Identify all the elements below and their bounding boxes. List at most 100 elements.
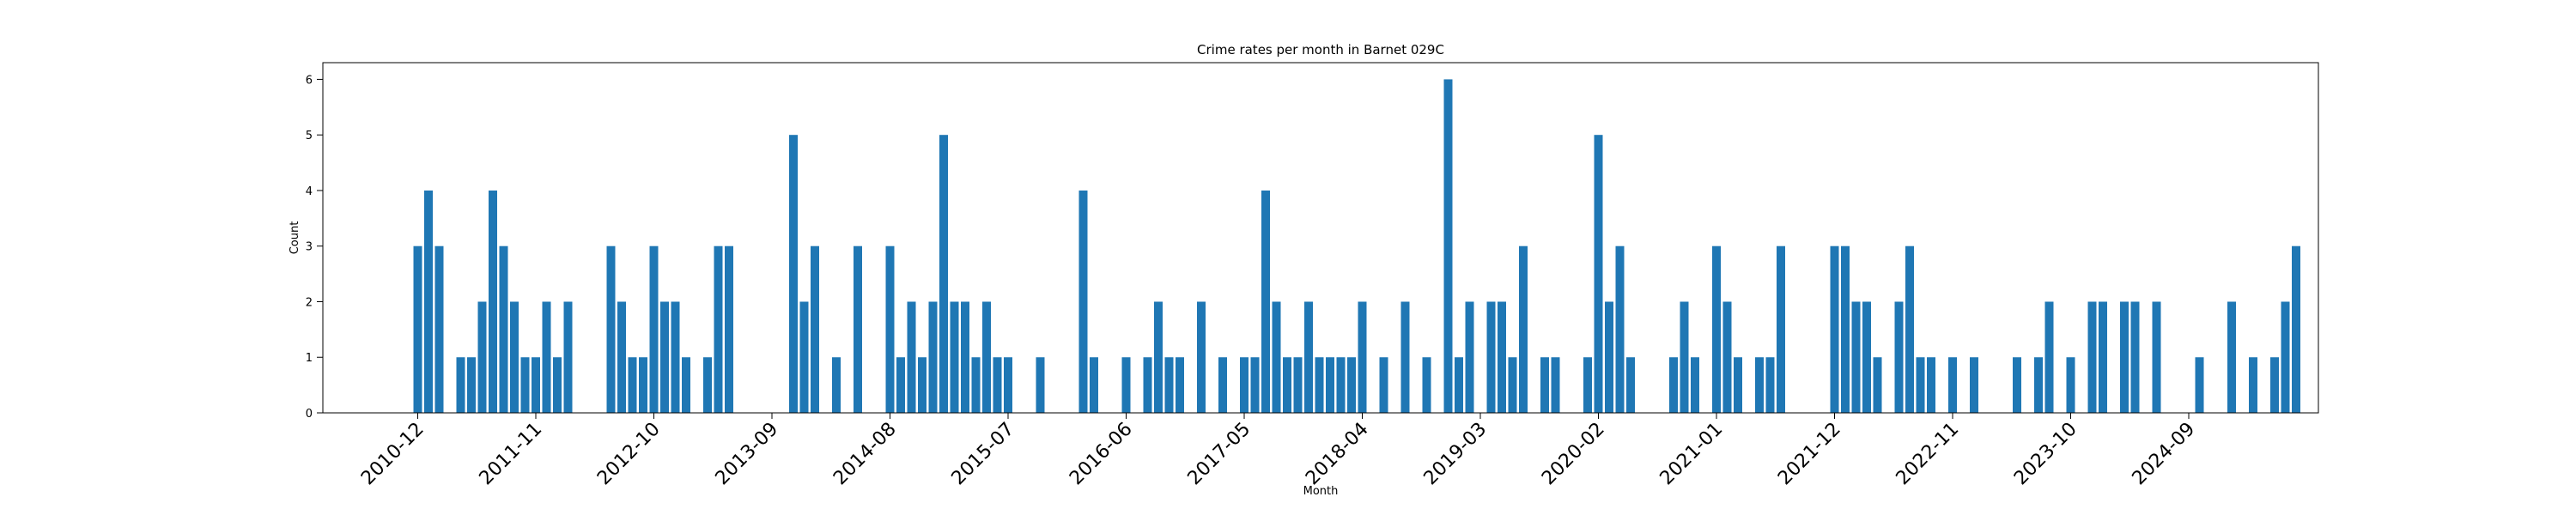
bar <box>811 245 819 413</box>
y-axis: 0 1 2 3 4 5 6 <box>306 74 323 421</box>
bar <box>1830 245 1839 413</box>
bar <box>982 301 991 413</box>
bar <box>1358 301 1367 413</box>
bar <box>1455 357 1463 413</box>
bar <box>1304 301 1313 413</box>
x-tick-label: 2011-11 <box>476 419 547 490</box>
bar <box>456 357 465 413</box>
y-tick-label: 1 <box>306 352 313 365</box>
bar <box>2227 301 2236 413</box>
bar <box>1400 301 1410 413</box>
bar <box>714 245 723 413</box>
bar <box>1894 301 1904 413</box>
bar <box>1927 357 1935 413</box>
bar <box>1486 301 1496 413</box>
bar <box>2195 357 2204 413</box>
x-tick-label: 2021-01 <box>1656 419 1728 490</box>
x-tick-label: 2017-05 <box>1184 419 1255 490</box>
bar <box>1615 245 1625 413</box>
bar <box>2087 301 2097 413</box>
y-tick-label: 6 <box>306 74 313 87</box>
bar <box>553 357 562 413</box>
bars-group <box>413 79 2300 413</box>
bar <box>1540 357 1549 413</box>
bar <box>2013 357 2021 413</box>
bar <box>1777 245 1785 413</box>
x-tick-label: 2013-09 <box>712 419 783 490</box>
bar <box>1347 357 1356 413</box>
bar <box>1443 79 1453 413</box>
bar <box>703 357 712 413</box>
y-tick-label: 5 <box>306 130 313 142</box>
bar <box>1722 301 1732 413</box>
bar <box>413 245 422 413</box>
bar <box>1121 357 1131 413</box>
x-tick-label: 2021-12 <box>1774 419 1845 490</box>
x-tick-label: 2024-09 <box>2129 419 2200 490</box>
bar <box>961 301 969 413</box>
bar <box>1336 357 1346 413</box>
bar <box>993 357 1002 413</box>
bar <box>1272 301 1281 413</box>
bar <box>682 357 690 413</box>
bar <box>1154 301 1163 413</box>
bar <box>950 301 959 413</box>
bar <box>2249 357 2257 413</box>
bar <box>1250 357 1260 413</box>
bar <box>489 190 497 413</box>
bar <box>1551 357 1560 413</box>
bar <box>1004 357 1012 413</box>
bar <box>671 301 680 413</box>
bar <box>1841 245 1850 413</box>
y-axis-label: Count <box>289 221 301 255</box>
bar <box>799 301 809 413</box>
bar <box>1916 357 1925 413</box>
bar <box>918 357 927 413</box>
bar <box>477 301 487 413</box>
bar <box>542 301 551 413</box>
bar <box>2034 357 2043 413</box>
bar <box>563 301 573 413</box>
bar <box>1712 245 1721 413</box>
bar <box>510 301 519 413</box>
x-tick-label: 2019-03 <box>1420 419 1492 490</box>
bar <box>725 245 733 413</box>
bar <box>1465 301 1474 413</box>
bar <box>1176 357 1184 413</box>
bar <box>1734 357 1742 413</box>
bar <box>2066 357 2075 413</box>
bar <box>1862 301 1871 413</box>
bar <box>789 135 798 413</box>
x-tick-label: 2015-07 <box>948 419 1019 490</box>
bar <box>639 357 647 413</box>
x-axis: 2010-12 2011-11 2012-10 2013-09 2014-08 2015-… <box>357 413 2199 489</box>
bar <box>1164 357 1174 413</box>
bar <box>1422 357 1431 413</box>
bar <box>1905 245 1914 413</box>
y-tick-label: 0 <box>306 408 313 421</box>
x-tick-label: 2023-10 <box>2010 419 2081 490</box>
bar <box>1143 357 1152 413</box>
bar <box>1691 357 1699 413</box>
bar <box>1036 357 1045 413</box>
bar <box>1326 357 1334 413</box>
bar <box>606 245 616 413</box>
x-tick-label: 2016-06 <box>1066 419 1137 490</box>
bar <box>2292 245 2300 413</box>
chart-title: Crime rates per month in Barnet 029C <box>1197 42 1444 58</box>
bar <box>2120 301 2129 413</box>
bar <box>928 301 938 413</box>
bar <box>1261 190 1270 413</box>
bar <box>467 357 476 413</box>
x-tick-label: 2010-12 <box>357 419 428 490</box>
bar <box>2044 301 2054 413</box>
bar <box>1519 245 1528 413</box>
bar <box>660 301 669 413</box>
bar <box>499 245 508 413</box>
bar <box>1197 301 1206 413</box>
bar <box>832 357 841 413</box>
bar <box>617 301 626 413</box>
bar <box>1948 357 1957 413</box>
x-axis-label: Month <box>1303 485 1339 498</box>
